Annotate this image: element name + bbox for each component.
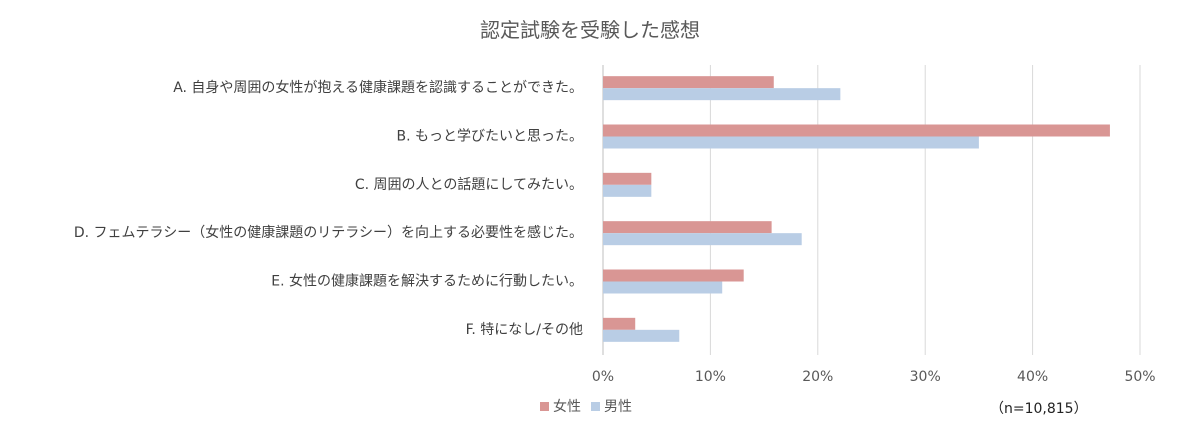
category-label: A. 自身や周囲の女性が抱える健康課題を認識することができた。 xyxy=(173,79,583,96)
bar-male xyxy=(603,281,723,294)
category-label: E. 女性の健康課題を解決するために行動したい。 xyxy=(271,273,583,290)
legend-item-male: 男性 xyxy=(591,396,632,416)
bar-female xyxy=(603,317,636,330)
x-tick-label: 40% xyxy=(1017,369,1048,385)
x-tick-label: 30% xyxy=(910,369,941,385)
bar-female xyxy=(603,269,744,282)
legend: 女性 男性 xyxy=(540,396,632,416)
bar-male xyxy=(603,88,841,101)
legend-item-female: 女性 xyxy=(540,396,581,416)
bar-female xyxy=(603,76,774,89)
legend-swatch-female xyxy=(540,401,549,411)
chart-title: 認定試験を受験した感想 xyxy=(480,18,700,42)
bar-male xyxy=(603,136,979,149)
x-tick-label: 10% xyxy=(695,369,726,385)
x-tick-label: 50% xyxy=(1124,369,1155,385)
legend-label-female: 女性 xyxy=(553,399,581,415)
x-tick-label: 0% xyxy=(592,369,614,385)
bar-male xyxy=(603,329,680,342)
x-tick-label: 20% xyxy=(802,369,833,385)
sample-size-note: （n=10,815） xyxy=(990,401,1088,417)
bar-female xyxy=(603,221,772,234)
bar-male xyxy=(603,233,802,246)
bar-male xyxy=(603,184,652,197)
category-label: F. 特になし/その他 xyxy=(466,322,583,338)
category-label: B. もっと学びたいと思った。 xyxy=(396,129,583,145)
legend-swatch-male xyxy=(591,401,600,411)
category-label: C. 周囲の人との話題にしてみたい。 xyxy=(355,176,583,193)
bar-female xyxy=(603,124,1110,137)
bar-female xyxy=(603,172,652,185)
legend-label-male: 男性 xyxy=(604,399,632,415)
category-label: D. フェムテラシー（女性の健康課題のリテラシー）を向上する必要性を感じた。 xyxy=(74,224,583,241)
